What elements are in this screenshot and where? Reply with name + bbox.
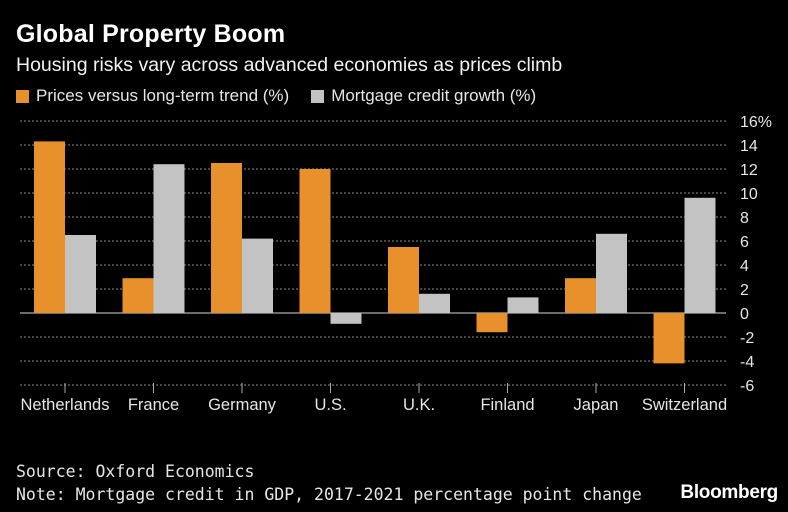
legend-item-prices: Prices versus long-term trend (%): [16, 86, 289, 106]
bar-mortgage: [330, 313, 362, 324]
y-tick-label: 10: [740, 186, 758, 203]
y-tick-label: 0: [740, 306, 749, 323]
bar-prices: [211, 163, 242, 313]
x-tick-label: U.K.: [403, 396, 435, 414]
chart-title: Global Property Boom: [16, 20, 286, 48]
legend-label-prices: Prices versus long-term trend (%): [36, 86, 290, 105]
y-tick-label: 8: [740, 210, 749, 227]
bar-prices: [34, 141, 65, 313]
bar-prices: [122, 278, 154, 313]
footnote: Note: Mortgage credit in GDP, 2017-2021 …: [16, 485, 642, 504]
x-tick-label: Switzerland: [642, 396, 727, 414]
bar-mortgage: [153, 164, 185, 313]
bar-prices: [476, 313, 508, 333]
chart-legend: Prices versus long-term trend (%) Mortga…: [16, 86, 558, 106]
x-tick-label: Japan: [574, 396, 619, 414]
bar-prices: [299, 169, 331, 313]
y-tick-label: -2: [740, 330, 754, 347]
legend-swatch-mortgage: [311, 89, 325, 103]
bar-mortgage: [242, 238, 273, 313]
source-note: Source: Oxford Economics: [16, 462, 255, 481]
legend-item-mortgage: Mortgage credit growth (%): [311, 86, 536, 106]
x-tick-label: Germany: [208, 396, 277, 414]
x-tick-label: Finland: [480, 396, 534, 414]
bar-mortgage: [419, 293, 450, 313]
bar-mortgage: [684, 197, 716, 313]
y-tick-label: -4: [740, 354, 754, 371]
y-tick-label: -6: [740, 378, 754, 395]
bar-mortgage: [65, 235, 96, 313]
y-tick-label: 12: [740, 162, 758, 179]
y-tick-label: 16%: [740, 114, 772, 131]
legend-swatch-prices: [16, 89, 29, 103]
x-tick-label: Netherlands: [21, 396, 110, 414]
x-tick-label: France: [128, 396, 179, 414]
chart-subtitle: Housing risks vary across advanced econo…: [16, 54, 563, 76]
y-tick-label: 14: [740, 138, 758, 155]
legend-label-mortgage: Mortgage credit growth (%): [331, 86, 537, 105]
bar-mortgage: [507, 297, 539, 313]
bar-prices: [565, 278, 596, 313]
y-tick-label: 6: [740, 234, 749, 251]
bar-mortgage: [596, 233, 627, 313]
bar-prices: [388, 247, 419, 313]
x-tick-label: U.S.: [314, 396, 346, 414]
bar-prices: [653, 313, 685, 364]
y-tick-label: 2: [740, 282, 749, 299]
y-tick-label: 4: [740, 258, 749, 275]
bloomberg-logo: Bloomberg: [680, 482, 778, 503]
